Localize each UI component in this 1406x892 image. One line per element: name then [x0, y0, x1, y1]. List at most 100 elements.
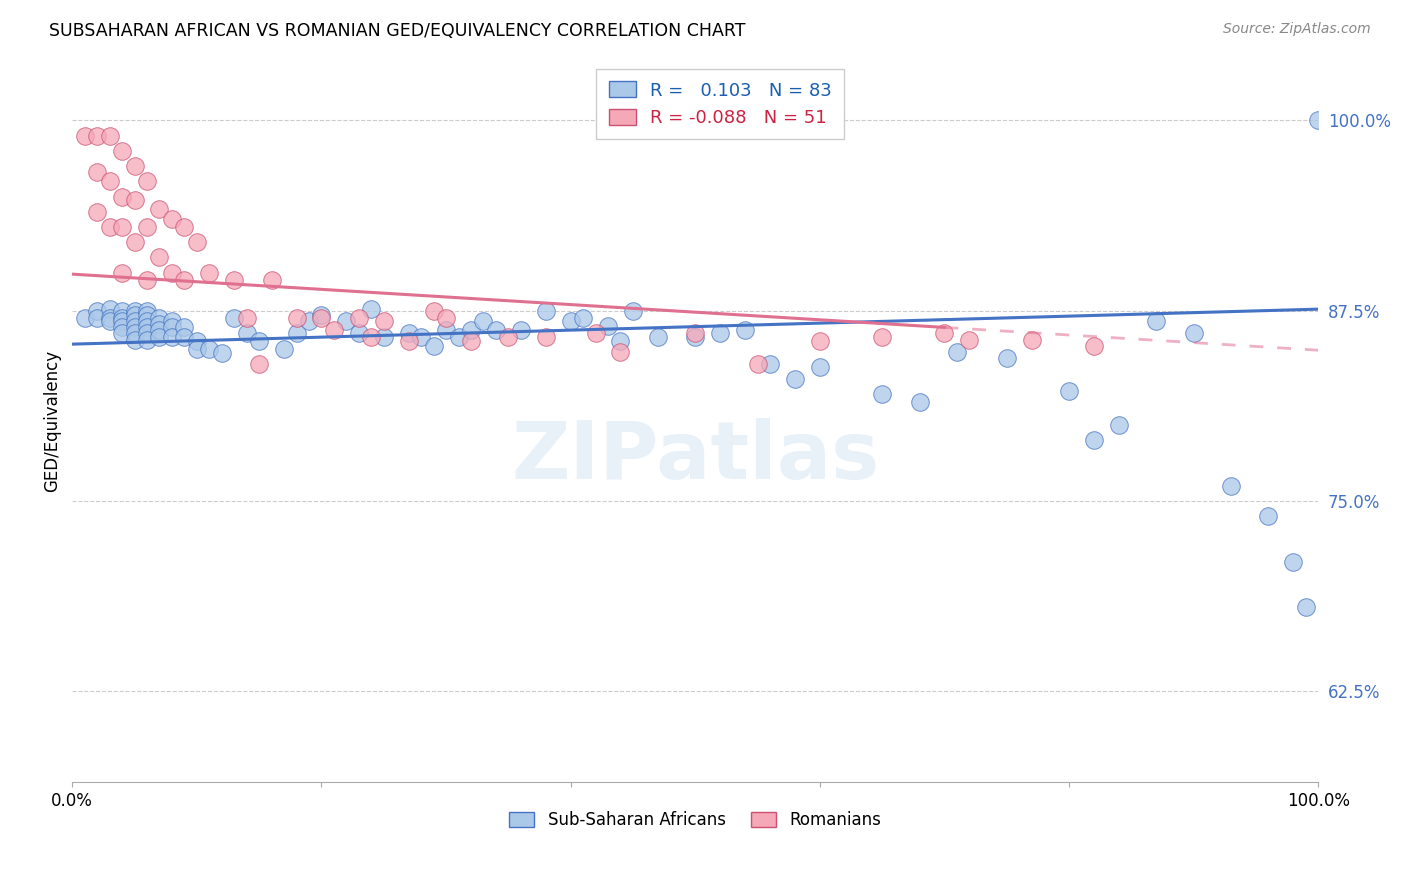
- Point: [148, 311, 170, 326]
- Point: [98, 302, 121, 317]
- Point: [186, 334, 208, 348]
- Point: [148, 202, 170, 216]
- Point: [86, 165, 108, 179]
- Point: [124, 333, 146, 347]
- Point: [111, 144, 134, 158]
- Point: [759, 357, 782, 371]
- Point: [609, 334, 631, 348]
- Point: [411, 329, 433, 343]
- Point: [111, 266, 134, 280]
- Point: [198, 266, 221, 280]
- Point: [647, 329, 669, 343]
- Point: [560, 314, 582, 328]
- Point: [136, 303, 159, 318]
- Point: [136, 326, 159, 341]
- Point: [783, 372, 806, 386]
- Point: [373, 314, 395, 328]
- Point: [360, 302, 382, 317]
- Point: [808, 334, 831, 348]
- Point: [111, 326, 134, 341]
- Point: [86, 128, 108, 143]
- Point: [160, 329, 183, 343]
- Point: [198, 342, 221, 356]
- Point: [934, 326, 956, 341]
- Point: [160, 320, 183, 334]
- Text: SUBSAHARAN AFRICAN VS ROMANIAN GED/EQUIVALENCY CORRELATION CHART: SUBSAHARAN AFRICAN VS ROMANIAN GED/EQUIV…: [49, 22, 745, 40]
- Point: [111, 189, 134, 203]
- Point: [148, 323, 170, 337]
- Point: [136, 314, 159, 328]
- Point: [311, 311, 333, 326]
- Point: [360, 329, 382, 343]
- Point: [98, 314, 121, 328]
- Point: [1057, 384, 1080, 399]
- Point: [808, 359, 831, 374]
- Point: [585, 326, 607, 341]
- Point: [247, 357, 270, 371]
- Point: [498, 329, 520, 343]
- Point: [509, 323, 531, 337]
- Point: [870, 387, 893, 401]
- Point: [747, 357, 769, 371]
- Point: [298, 314, 321, 328]
- Point: [422, 339, 444, 353]
- Point: [98, 174, 121, 188]
- Point: [1282, 555, 1305, 569]
- Point: [596, 318, 619, 333]
- Point: [136, 174, 159, 188]
- Point: [160, 314, 183, 328]
- Point: [124, 326, 146, 341]
- Point: [235, 326, 257, 341]
- Point: [148, 329, 170, 343]
- Point: [136, 333, 159, 347]
- Point: [186, 235, 208, 250]
- Point: [572, 311, 595, 326]
- Point: [1295, 600, 1317, 615]
- Point: [173, 219, 195, 234]
- Point: [1308, 113, 1330, 128]
- Point: [98, 311, 121, 326]
- Point: [472, 314, 495, 328]
- Point: [73, 128, 96, 143]
- Point: [908, 395, 931, 409]
- Point: [86, 311, 108, 326]
- Point: [111, 311, 134, 326]
- Point: [235, 311, 257, 326]
- Point: [434, 323, 457, 337]
- Point: [447, 329, 470, 343]
- Point: [609, 344, 631, 359]
- Point: [86, 303, 108, 318]
- Point: [136, 219, 159, 234]
- Point: [995, 351, 1018, 365]
- Point: [1108, 417, 1130, 432]
- Point: [148, 251, 170, 265]
- Point: [124, 314, 146, 328]
- Point: [335, 314, 357, 328]
- Point: [86, 204, 108, 219]
- Point: [124, 159, 146, 173]
- Point: [111, 219, 134, 234]
- Point: [460, 334, 482, 348]
- Point: [224, 273, 246, 287]
- Point: [247, 334, 270, 348]
- Point: [160, 212, 183, 227]
- Y-axis label: GED/Equivalency: GED/Equivalency: [44, 350, 60, 492]
- Point: [111, 314, 134, 328]
- Point: [124, 308, 146, 322]
- Point: [173, 329, 195, 343]
- Point: [111, 303, 134, 318]
- Point: [957, 333, 980, 347]
- Point: [485, 323, 508, 337]
- Point: [136, 273, 159, 287]
- Point: [683, 326, 706, 341]
- Point: [1257, 509, 1279, 524]
- Point: [224, 311, 246, 326]
- Point: [186, 342, 208, 356]
- Point: [124, 320, 146, 334]
- Point: [124, 303, 146, 318]
- Point: [422, 303, 444, 318]
- Text: ZIPatlas: ZIPatlas: [512, 418, 879, 496]
- Point: [1220, 478, 1243, 492]
- Point: [683, 329, 706, 343]
- Legend: Sub-Saharan Africans, Romanians: Sub-Saharan Africans, Romanians: [503, 804, 887, 836]
